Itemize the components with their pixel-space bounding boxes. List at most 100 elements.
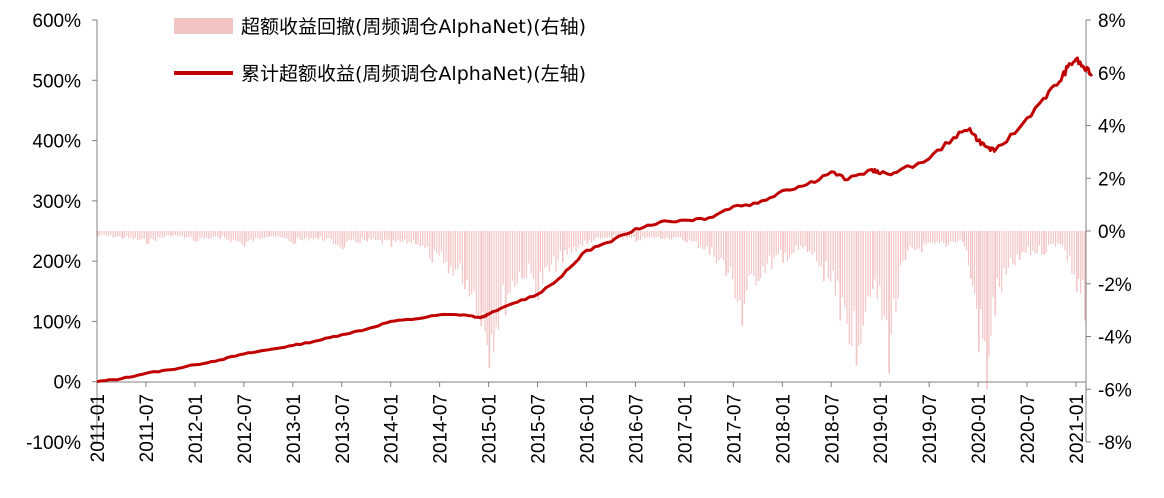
drawdown-bar	[867, 231, 869, 296]
drawdown-bar-point	[97, 231, 99, 237]
drawdown-bar	[753, 231, 755, 277]
drawdown-bar-point	[839, 231, 842, 321]
drawdown-bar	[813, 231, 815, 253]
x-tick-label: 2015-01	[480, 394, 501, 464]
drawdown-bar	[727, 231, 729, 273]
drawdown-bar-point	[986, 231, 988, 390]
drawdown-bar	[148, 231, 150, 244]
drawdown-bar	[388, 231, 390, 240]
x-tick-label: 2021-01	[1067, 394, 1088, 464]
drawdown-bar	[631, 231, 633, 239]
drawdown-bar	[862, 231, 864, 326]
drawdown-bar	[1062, 231, 1064, 246]
drawdown-bar-point	[782, 231, 784, 263]
drawdown-bar	[697, 231, 699, 249]
drawdown-bar	[1064, 231, 1066, 251]
drawdown-bar	[223, 231, 226, 238]
drawdown-bar-point	[390, 231, 393, 247]
drawdown-bar	[865, 231, 867, 312]
drawdown-bar	[516, 231, 518, 284]
drawdown-bar	[281, 231, 283, 238]
drawdown-bar	[646, 231, 648, 238]
right-tick-label: -2%	[1098, 275, 1132, 296]
drawdown-bar	[1036, 231, 1038, 254]
drawdown-bar	[206, 231, 208, 238]
drawdown-bar	[495, 231, 497, 327]
drawdown-bar	[902, 231, 904, 261]
drawdown-bar	[275, 231, 277, 237]
drawdown-bar	[957, 231, 959, 242]
drawdown-bar	[511, 231, 514, 281]
drawdown-bar	[1066, 231, 1068, 262]
drawdown-bar	[410, 231, 412, 244]
drawdown-bar	[139, 231, 141, 241]
drawdown-bar	[702, 231, 704, 250]
drawdown-bar	[528, 231, 530, 264]
drawdown-bar-point	[562, 231, 564, 263]
drawdown-bar	[143, 231, 145, 239]
drawdown-bar	[539, 231, 541, 272]
left-tick-label: -100%	[26, 433, 81, 454]
axes: 600% 500% 400% 300% 200% 100% 0% -100% 8% 6% 4% 2% 0…	[26, 11, 1132, 464]
drawdown-bar	[704, 231, 706, 250]
drawdown-bar	[246, 231, 248, 243]
drawdown-bar	[1082, 231, 1084, 280]
drawdown-bar-point	[504, 231, 507, 316]
right-tick-label: 2%	[1098, 169, 1126, 190]
drawdown-bar	[1032, 231, 1034, 251]
drawdown-bar	[232, 231, 234, 240]
drawdown-bar	[248, 231, 250, 241]
drawdown-bar	[436, 231, 438, 253]
drawdown-bar	[101, 231, 103, 235]
drawdown-bar	[1005, 231, 1007, 275]
drawdown-bar	[959, 231, 961, 240]
drawdown-bar	[1003, 231, 1005, 269]
drawdown-bar	[279, 231, 281, 238]
left-tick-label: 600%	[32, 11, 81, 32]
drawdown-bar	[720, 231, 722, 259]
drawdown-bar-point	[757, 231, 760, 282]
drawdown-bar	[644, 231, 646, 239]
drawdown-bar	[911, 231, 913, 249]
drawdown-bar	[732, 231, 734, 280]
drawdown-bar	[918, 231, 920, 249]
x-tick-label: 2013-07	[333, 394, 354, 464]
drawdown-bar	[844, 231, 846, 308]
drawdown-bar	[199, 231, 201, 239]
drawdown-bar	[257, 231, 259, 238]
drawdown-bar	[886, 231, 888, 321]
drawdown-bar	[974, 231, 976, 294]
drawdown-bar	[976, 231, 978, 309]
drawdown-bar	[564, 231, 566, 250]
right-tick-label: -8%	[1098, 433, 1132, 454]
drawdown-bar	[927, 231, 929, 243]
drawdown-bar	[691, 231, 693, 242]
drawdown-bar	[399, 231, 401, 243]
drawdown-bar	[350, 231, 352, 241]
drawdown-bar	[507, 231, 509, 295]
drawdown-bar	[606, 231, 608, 238]
drawdown-bar	[440, 231, 443, 253]
drawdown-bar	[895, 231, 897, 312]
drawdown-bar	[299, 231, 301, 240]
drawdown-bar	[938, 231, 940, 244]
drawdown-bar	[323, 231, 326, 242]
drawdown-bar	[386, 231, 388, 241]
drawdown-bar-point	[888, 231, 890, 374]
x-tick-label: 2015-07	[529, 394, 550, 464]
drawdown-bar	[932, 231, 934, 243]
drawdown-bar	[595, 231, 597, 238]
left-tick-label: 400%	[32, 132, 81, 153]
drawdown-bar	[768, 231, 771, 256]
drawdown-bar-point	[431, 231, 434, 263]
x-tick-label: 2018-01	[773, 394, 794, 464]
drawdown-bar	[608, 231, 610, 237]
drawdown-bar	[346, 231, 348, 242]
drawdown-bar	[188, 231, 190, 238]
drawdown-bar	[108, 231, 110, 237]
drawdown-bar	[909, 231, 911, 247]
drawdown-bar	[163, 231, 165, 238]
drawdown-bar	[990, 231, 992, 336]
drawdown-bar	[734, 231, 736, 299]
drawdown-bar-point	[659, 231, 662, 239]
